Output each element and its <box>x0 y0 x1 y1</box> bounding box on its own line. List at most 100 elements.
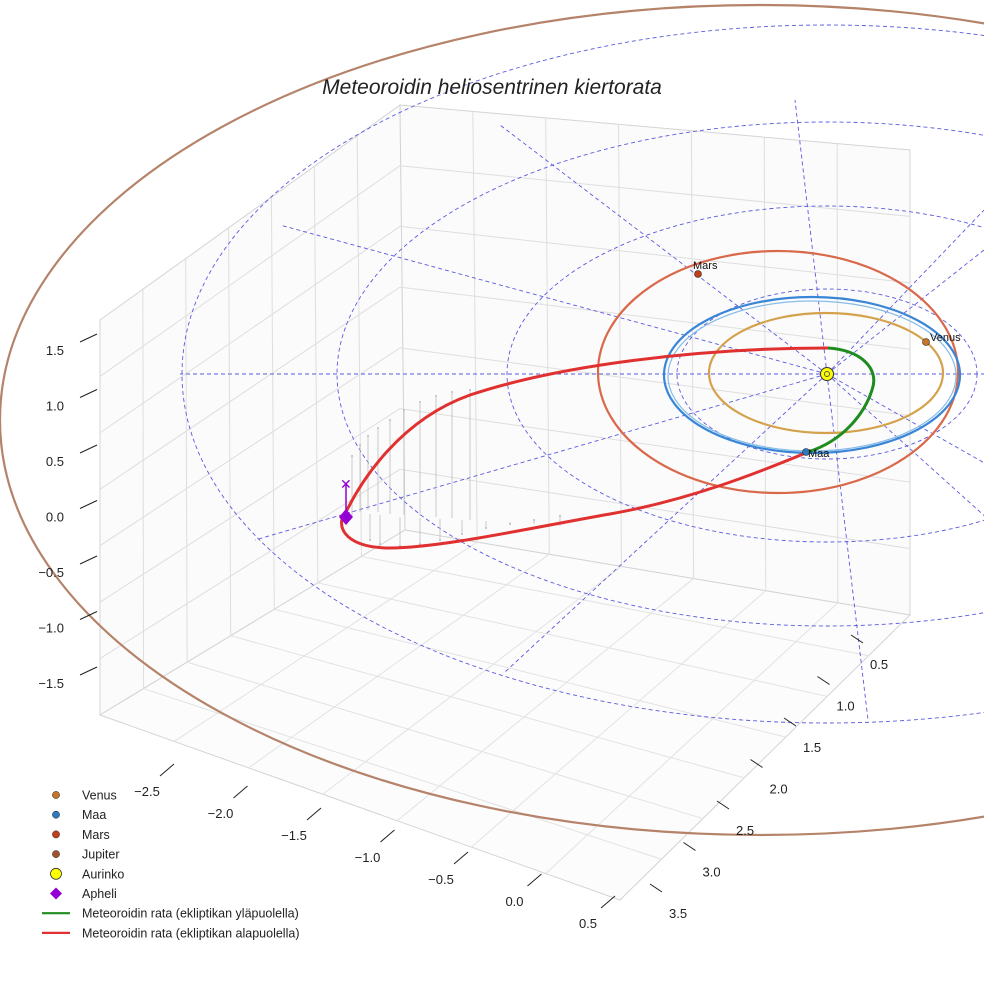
x-tick-mark <box>527 873 542 887</box>
dropline-tip <box>509 523 511 525</box>
dropline-tip <box>439 539 441 541</box>
reference-spoke <box>826 373 869 721</box>
grid-line <box>396 578 694 822</box>
dropline-tip <box>461 533 463 535</box>
y-tick-label: 3.5 <box>669 906 687 921</box>
dropline-tip <box>435 395 437 397</box>
jupiter-orbit <box>0 4 984 836</box>
mars-marker <box>694 270 702 278</box>
legend-label: Apheli <box>82 887 117 901</box>
grid-line <box>399 225 911 284</box>
dropline-tip <box>351 455 353 457</box>
grid-line <box>174 541 478 742</box>
grid-line <box>317 582 828 697</box>
venus-marker <box>922 338 930 346</box>
y-tick-label: 2.0 <box>770 782 788 797</box>
z-tick-mark <box>79 333 98 343</box>
y-tick-mark <box>817 676 830 685</box>
z-axis: 1.5 1.0 0.5 0.0 −0.5 −1.0 −1.5 <box>38 333 98 691</box>
gridlines <box>99 111 911 874</box>
z-tick-label: −1.0 <box>38 621 64 636</box>
grid-line <box>361 555 869 657</box>
grid-line <box>185 258 188 663</box>
grid-line <box>399 347 911 417</box>
reference-spoke <box>254 373 828 541</box>
dropline-tip <box>485 527 487 529</box>
venus-orbit <box>707 311 945 435</box>
reference-spoke <box>826 209 984 375</box>
x-tick-mark <box>159 763 175 777</box>
x-tick-mark <box>306 807 322 821</box>
x-tick-label: −2.0 <box>208 806 234 821</box>
grid-line <box>99 347 401 547</box>
y-axis: 0.5 1.0 1.5 2.0 2.5 3.0 3.5 <box>649 634 888 921</box>
sun-core <box>824 371 830 377</box>
grid-line <box>248 553 550 769</box>
z-tick-mark <box>79 666 98 676</box>
grid-line <box>836 143 839 603</box>
reference-spoke <box>504 373 828 673</box>
x-tick-label: −0.5 <box>428 872 454 887</box>
x-tick-label: −1.0 <box>355 850 381 865</box>
x-tick-mark <box>453 851 469 865</box>
z-tick-label: −1.5 <box>38 676 64 691</box>
z-tick-label: 0.5 <box>46 454 64 469</box>
grid-line <box>186 661 704 820</box>
reference-spoke <box>794 99 828 375</box>
ecliptic-reference-grid <box>180 24 984 724</box>
earth-label: Maa <box>808 448 830 460</box>
axes-box <box>98 104 912 901</box>
z-tick-label: −0.5 <box>38 565 64 580</box>
dropline-tip <box>419 401 421 403</box>
dropline-tip <box>367 435 369 437</box>
legend-label: Maa <box>82 808 106 822</box>
grid-line <box>399 408 911 483</box>
grid-line <box>99 165 401 377</box>
grid-line <box>399 286 911 350</box>
grid-line <box>399 468 911 550</box>
y-tick-mark <box>750 759 763 768</box>
dropline-tip <box>369 539 371 541</box>
x-tick-mark <box>233 785 248 799</box>
y-tick-mark <box>683 842 696 851</box>
x-tick-label: 0.5 <box>579 916 597 931</box>
grid-line <box>99 226 401 434</box>
dropline-tip <box>533 519 535 521</box>
earth-marker <box>802 448 810 456</box>
legend-label: Jupiter <box>82 848 120 862</box>
mars-orbit <box>596 249 960 495</box>
aphelion-marker <box>339 509 353 525</box>
reference-spoke <box>279 224 828 375</box>
y-tick-label: 2.5 <box>736 823 754 838</box>
z-tick-mark <box>79 611 98 620</box>
legend-label: Aurinko <box>82 867 124 881</box>
y-tick-label: 0.5 <box>870 657 888 672</box>
z-tick-mark <box>79 555 98 565</box>
grid-line <box>618 124 622 567</box>
legend-label: Mars <box>82 828 110 842</box>
dropline-tip <box>389 419 391 421</box>
y-tick-mark <box>649 883 663 893</box>
z-tick-mark <box>79 500 98 509</box>
reference-ring <box>336 121 984 627</box>
x-tick-mark <box>600 895 616 909</box>
aphelion-projection-marker: ✕ <box>340 477 352 493</box>
x-tick-label: −2.5 <box>134 784 160 799</box>
venus-label: Venus <box>930 332 961 344</box>
mars-label: Mars <box>693 260 718 272</box>
dropline-tip <box>469 389 471 391</box>
grid-line <box>313 166 319 583</box>
y-tick-label: 1.0 <box>837 699 855 714</box>
y-tick-mark <box>783 717 797 727</box>
grid-line <box>99 408 401 603</box>
z-tick-mark <box>79 444 98 454</box>
reference-spoke <box>826 373 984 517</box>
y-tick-label: 1.5 <box>803 740 821 755</box>
z-tick-label: 1.5 <box>46 343 64 358</box>
reference-spoke <box>499 124 828 375</box>
grid-line <box>270 197 275 610</box>
grid-line <box>472 111 478 543</box>
y-tick-label: 3.0 <box>703 865 721 880</box>
reference-spoke <box>826 249 984 375</box>
